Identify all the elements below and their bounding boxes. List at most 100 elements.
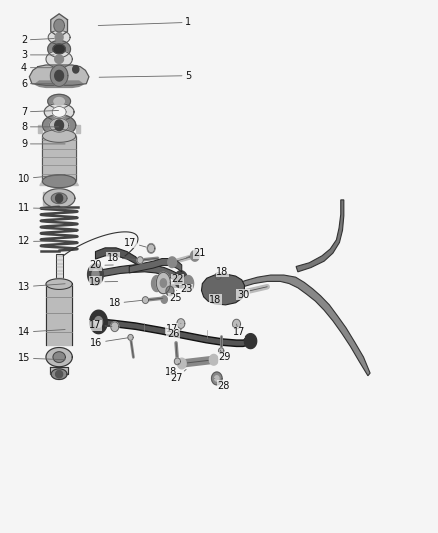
Polygon shape: [55, 55, 64, 63]
Polygon shape: [53, 44, 65, 54]
Polygon shape: [56, 370, 63, 378]
Text: 21: 21: [187, 248, 205, 258]
Polygon shape: [50, 367, 68, 374]
Polygon shape: [95, 248, 139, 268]
Polygon shape: [48, 41, 71, 58]
Polygon shape: [40, 181, 78, 185]
Polygon shape: [191, 251, 199, 261]
Text: 28: 28: [215, 378, 230, 391]
Text: 12: 12: [18, 237, 65, 246]
Text: 13: 13: [18, 282, 65, 292]
Text: 14: 14: [18, 327, 65, 337]
Text: 10: 10: [18, 174, 65, 183]
Text: 18: 18: [205, 295, 222, 304]
Text: 7: 7: [21, 107, 59, 117]
Polygon shape: [42, 115, 76, 136]
Polygon shape: [42, 136, 76, 181]
Polygon shape: [201, 274, 244, 305]
Polygon shape: [46, 51, 72, 68]
Text: 17: 17: [89, 320, 112, 330]
Polygon shape: [95, 317, 102, 327]
Polygon shape: [46, 348, 72, 367]
Polygon shape: [94, 264, 182, 282]
Polygon shape: [129, 259, 182, 273]
Polygon shape: [38, 125, 42, 133]
Text: 4: 4: [21, 63, 54, 72]
Polygon shape: [50, 65, 68, 86]
Polygon shape: [296, 200, 344, 272]
Polygon shape: [49, 118, 69, 132]
Text: 29: 29: [218, 350, 230, 362]
Polygon shape: [44, 103, 74, 120]
Polygon shape: [48, 30, 70, 44]
Polygon shape: [160, 279, 166, 287]
Text: 18: 18: [216, 267, 229, 277]
Polygon shape: [177, 319, 185, 328]
Polygon shape: [156, 272, 170, 294]
Text: 3: 3: [21, 50, 54, 60]
Polygon shape: [142, 297, 148, 303]
Polygon shape: [56, 254, 63, 284]
Polygon shape: [54, 98, 64, 105]
Polygon shape: [76, 125, 80, 133]
Polygon shape: [43, 189, 75, 208]
Polygon shape: [147, 244, 155, 253]
Polygon shape: [53, 352, 65, 362]
Text: 27: 27: [170, 369, 186, 383]
Text: 25: 25: [169, 294, 181, 303]
Polygon shape: [209, 354, 218, 365]
Polygon shape: [137, 257, 143, 263]
Polygon shape: [166, 286, 174, 296]
Polygon shape: [168, 257, 177, 268]
Text: 17: 17: [166, 324, 181, 334]
Polygon shape: [55, 120, 64, 131]
Text: 26: 26: [167, 329, 182, 339]
Text: 18: 18: [109, 298, 142, 308]
Polygon shape: [51, 193, 67, 204]
Text: 19: 19: [89, 277, 118, 287]
Text: 17: 17: [233, 324, 245, 337]
Polygon shape: [152, 276, 162, 292]
Text: 22: 22: [170, 274, 184, 284]
Polygon shape: [212, 293, 218, 300]
Polygon shape: [232, 275, 370, 376]
Polygon shape: [90, 310, 107, 334]
Text: 6: 6: [21, 79, 54, 88]
Polygon shape: [174, 271, 187, 288]
Text: 18: 18: [165, 364, 179, 376]
Text: 17: 17: [124, 238, 146, 247]
Polygon shape: [56, 194, 63, 203]
Polygon shape: [219, 348, 224, 353]
Text: 5: 5: [99, 71, 191, 80]
Text: 11: 11: [18, 203, 65, 213]
Text: 8: 8: [21, 122, 59, 132]
Text: 20: 20: [89, 261, 113, 270]
Text: 30: 30: [237, 290, 249, 300]
Polygon shape: [174, 358, 180, 365]
Polygon shape: [48, 94, 71, 108]
Polygon shape: [52, 107, 66, 117]
Polygon shape: [97, 319, 254, 346]
Polygon shape: [46, 284, 72, 345]
Polygon shape: [73, 66, 79, 73]
Text: 1: 1: [98, 18, 191, 27]
Polygon shape: [42, 130, 76, 142]
Polygon shape: [212, 372, 222, 385]
Polygon shape: [51, 14, 67, 37]
Polygon shape: [54, 19, 64, 32]
Text: 23: 23: [177, 285, 192, 294]
Polygon shape: [215, 376, 219, 381]
Polygon shape: [111, 322, 119, 332]
Text: 16: 16: [90, 338, 128, 348]
Text: 9: 9: [21, 139, 65, 149]
Polygon shape: [29, 65, 89, 85]
Polygon shape: [92, 270, 99, 279]
Text: 15: 15: [18, 353, 65, 363]
Polygon shape: [35, 81, 83, 87]
Polygon shape: [148, 244, 155, 253]
Polygon shape: [215, 273, 221, 279]
Polygon shape: [161, 296, 167, 303]
Polygon shape: [55, 33, 63, 42]
Polygon shape: [233, 319, 240, 329]
Polygon shape: [128, 335, 133, 340]
